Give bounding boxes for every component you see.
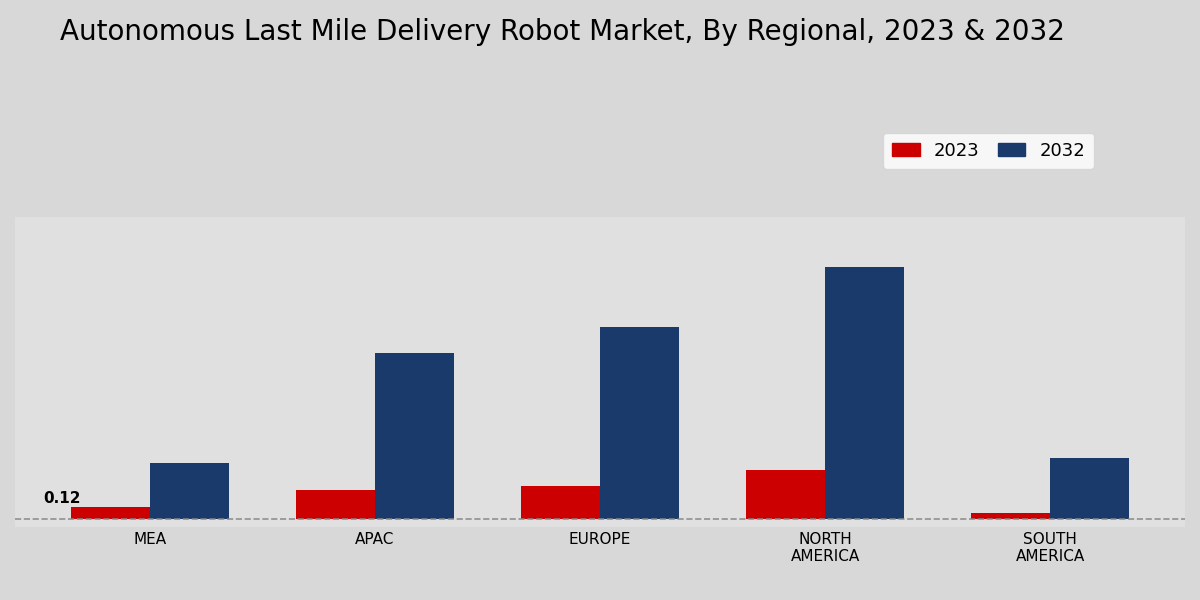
Bar: [150, 463, 229, 518]
Bar: [971, 512, 1050, 518]
Bar: [600, 328, 679, 518]
Bar: [376, 353, 454, 518]
Bar: [746, 470, 826, 518]
Bar: [296, 490, 376, 518]
Bar: [826, 267, 904, 518]
Text: Autonomous Last Mile Delivery Robot Market, By Regional, 2023 & 2032: Autonomous Last Mile Delivery Robot Mark…: [60, 18, 1064, 46]
Bar: [521, 487, 600, 518]
Text: 0.12: 0.12: [43, 491, 80, 506]
Bar: [1050, 458, 1129, 518]
Legend: 2023, 2032: 2023, 2032: [883, 133, 1094, 169]
Bar: [71, 506, 150, 518]
